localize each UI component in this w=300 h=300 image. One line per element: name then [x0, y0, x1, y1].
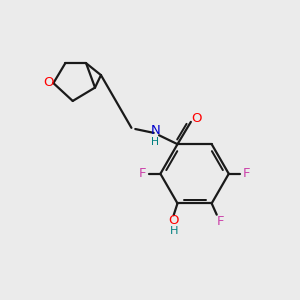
Text: F: F [139, 167, 146, 180]
Text: F: F [243, 167, 250, 180]
Text: H: H [152, 137, 160, 147]
Text: H: H [169, 226, 178, 236]
Text: N: N [151, 124, 161, 137]
Text: O: O [43, 76, 53, 89]
Text: O: O [191, 112, 202, 125]
Text: F: F [217, 215, 224, 228]
Text: O: O [168, 214, 179, 227]
